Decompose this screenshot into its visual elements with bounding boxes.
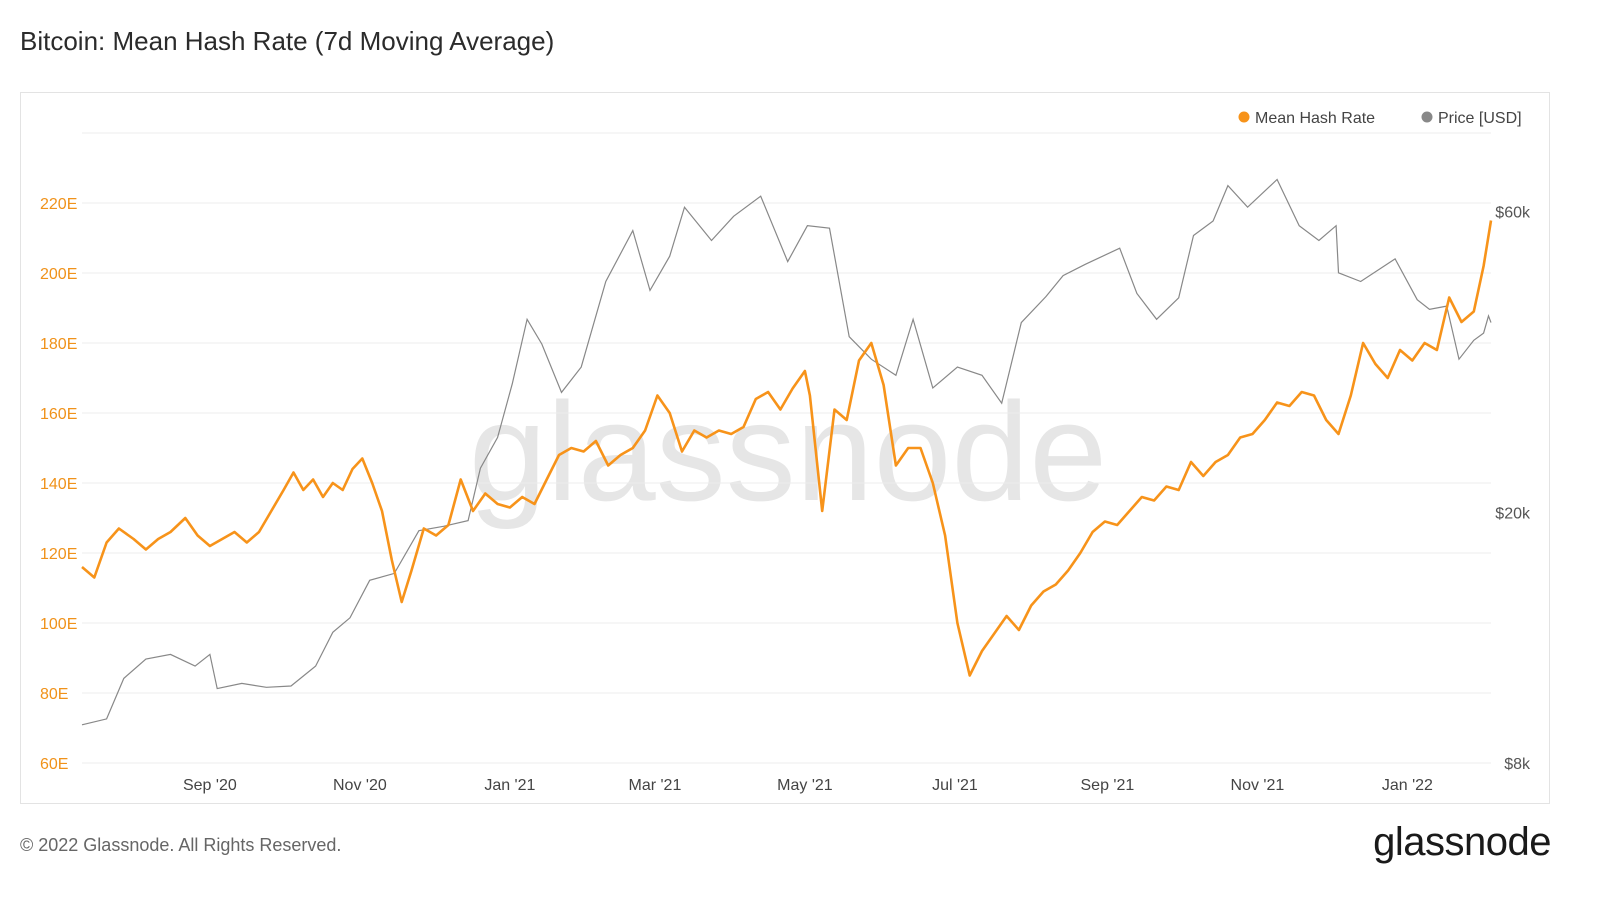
legend-price-marker [1421, 111, 1433, 123]
right-tick-label: $60k [1495, 205, 1531, 222]
x-tick-label: Jan '22 [1382, 777, 1433, 794]
chart-title: Bitcoin: Mean Hash Rate (7d Moving Avera… [20, 26, 555, 56]
left-tick-label: 160E [40, 406, 77, 423]
right-tick-label: $8k [1504, 756, 1531, 773]
left-tick-label: 80E [40, 686, 68, 703]
watermark: glassnode [469, 373, 1107, 530]
legend-hash-marker [1238, 111, 1250, 123]
right-tick-label: $20k [1495, 505, 1531, 522]
x-tick-label: Sep '20 [183, 777, 237, 794]
left-tick-label: 220E [40, 196, 77, 213]
left-tick-label: 200E [40, 266, 77, 283]
left-tick-label: 60E [40, 756, 68, 773]
glassnode-logo[interactable]: glassnode [1373, 820, 1551, 864]
x-tick-label: Sep '21 [1081, 777, 1135, 794]
price-series-line [81, 178, 1492, 726]
legend: Mean Hash Rate Price [USD] [1238, 110, 1522, 127]
right-axis-ticks: $8k $20k $60k [1495, 205, 1531, 773]
legend-hash-label: Mean Hash Rate [1255, 110, 1375, 127]
grid-lines [82, 132, 1491, 764]
left-axis-ticks: 60E 80E 100E 120E 140E 160E 180E 200E 220E [40, 196, 77, 773]
copyright-footer: © 2022 Glassnode. All Rights Reserved. [20, 835, 342, 855]
x-tick-label: Jul '21 [932, 777, 978, 794]
x-tick-label: May '21 [777, 777, 833, 794]
x-tick-label: Nov '21 [1231, 777, 1285, 794]
left-tick-label: 180E [40, 336, 77, 353]
left-tick-label: 120E [40, 546, 77, 563]
x-axis-ticks: Sep '20 Nov '20 Jan '21 Mar '21 May '21 Jul '… [183, 777, 1433, 794]
left-tick-label: 100E [40, 616, 77, 633]
x-tick-label: Jan '21 [484, 777, 535, 794]
legend-price-label: Price [USD] [1438, 110, 1522, 127]
x-tick-label: Nov '20 [333, 777, 387, 794]
hash-rate-series-line [81, 220, 1493, 677]
x-tick-label: Mar '21 [629, 777, 682, 794]
chart-frame [20, 92, 1550, 804]
left-tick-label: 140E [40, 476, 77, 493]
